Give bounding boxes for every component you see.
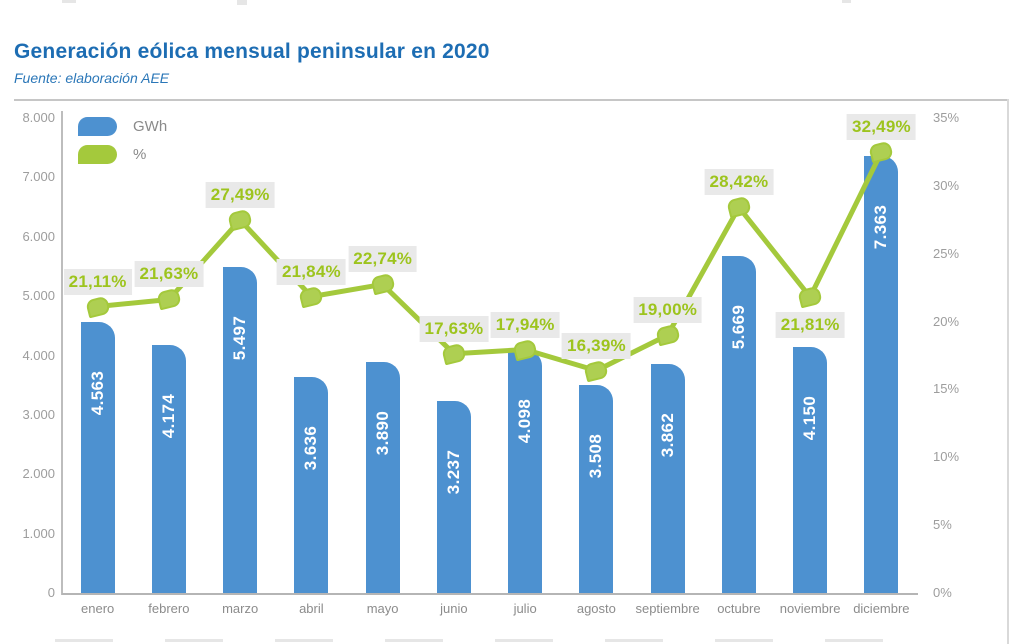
bar-diciembre: 7.363 [864,155,899,593]
pct-label: 17,94% [490,311,560,338]
pct-label: 28,42% [704,169,774,196]
x-axis-label: agosto [576,601,616,616]
pct-label: 16,39% [561,332,631,359]
page-edge-artifact [385,639,443,642]
x-axis-label: febrero [148,601,190,616]
page-edge-artifact [495,639,553,642]
legend-label-gwh: GWh [133,117,168,135]
bar-abril: 3.636 [294,377,329,593]
plot-area: 4.563 4.174 5.497 3.636 3.890 3.237 4.098 3.508… [62,114,917,593]
x-axis-label: marzo [222,601,259,616]
pct-label: 27,49% [205,181,275,208]
legend-swatch-gwh-icon [78,116,117,136]
bar-julio: 4.098 [508,349,543,593]
page-edge-artifact [55,639,113,642]
left-axis-tick-label: 8.000 [22,110,55,125]
page-edge-artifact [237,0,247,5]
left-axis-tick-label: 1.000 [22,525,55,541]
bar-enero: 4.563 [80,322,115,593]
bar-febrero: 4.174 [151,345,186,593]
bar-marzo: 5.497 [223,266,258,593]
right-axis-tick-label: 0% [933,585,952,600]
left-axis-tick-label: 3.000 [22,406,55,422]
x-axis-label: octubre [717,601,761,616]
right-axis-tick-label: 15% [933,381,960,397]
page-edge-artifact [715,639,773,642]
source-caption: Fuente: elaboración AEE [14,70,170,86]
right-axis-tick-label: 30% [933,177,960,193]
bar-octubre: 5.669 [721,256,756,593]
x-axis-label: julio [513,601,537,616]
bar-agosto: 3.508 [579,384,614,593]
pct-label: 32,49% [846,114,916,141]
right-frame-line [1007,99,1009,644]
bar-septiembre: 3.862 [650,363,685,593]
left-axis-tick-label: 6.000 [22,228,55,244]
x-axis-label: enero [81,601,115,616]
left-axis-tick-label: 4.000 [22,347,55,363]
pct-label: 19,00% [633,297,703,324]
x-axis-label: mayo [366,601,399,616]
page-edge-artifact [62,0,76,3]
bottom-axis-line [62,593,918,595]
page-edge-artifact [165,639,223,642]
x-axis-label: abril [299,601,324,616]
pct-label: 21,81% [775,312,845,338]
right-axis-tick-label: 25% [933,245,960,261]
x-axis-label: septiembre [635,601,700,616]
bar-noviembre: 4.150 [793,346,828,593]
right-axis-tick-label: 5% [933,517,952,533]
pct-label: 21,11% [63,268,132,295]
left-axis-tick-label: 2.000 [22,466,55,482]
pct-line [95,149,884,374]
chart-legend: GWh % [78,116,167,172]
right-axis-tick-label: 35% [933,110,960,125]
bar-junio: 3.237 [436,400,471,593]
header-divider [14,99,1008,101]
page-edge-artifact [275,639,333,642]
page-edge-artifact [842,0,851,3]
pct-label: 17,63% [419,315,489,342]
left-axis-tick-label: 5.000 [22,288,55,304]
right-axis-tick-label: 10% [933,449,960,465]
x-axis-label: diciembre [853,601,910,616]
page-title: Generación eólica mensual peninsular en … [14,40,490,63]
legend-item-pct: % [78,144,167,164]
x-axis-label: noviembre [779,601,841,616]
legend-label-pct: % [133,145,147,163]
left-axis-tick-label: 7.000 [22,169,55,185]
legend-item-gwh: GWh [78,116,167,136]
x-axis-label: junio [440,601,468,616]
left-axis-tick-label: 0 [47,585,55,600]
legend-swatch-pct-icon [78,144,117,164]
page-edge-artifact [825,639,883,642]
pct-label: 22,74% [348,246,418,273]
bar-mayo: 3.890 [365,362,400,593]
right-axis-tick-label: 20% [933,313,960,329]
pct-label: 21,84% [276,258,346,285]
page-edge-artifact [605,639,663,642]
pct-label: 21,63% [134,261,204,288]
left-axis-line [61,111,63,595]
